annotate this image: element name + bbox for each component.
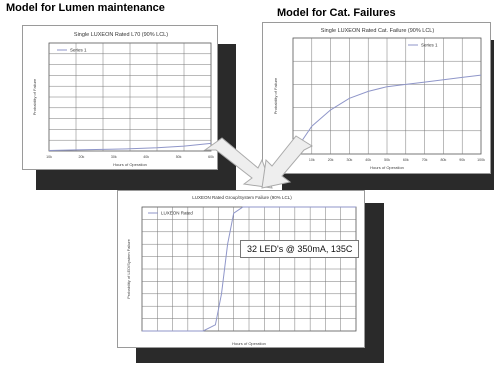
series-line <box>48 142 212 151</box>
series-line <box>292 74 482 155</box>
chart-title: LUXEON Rated Group/System Failure (90% L… <box>192 195 292 200</box>
x-tick-label: 40k <box>143 155 149 159</box>
chart-title: Single LUXEON Rated Cat. Failure (90% LC… <box>321 28 435 34</box>
x-tick-label: 30k <box>347 158 353 162</box>
x-tick-label: 80k <box>441 158 447 162</box>
x-tick-label: 10k <box>46 155 52 159</box>
x-tick-label: 30k <box>111 155 117 159</box>
failures-heading: Model for Cat. Failures <box>277 7 396 19</box>
x-tick-label: 60k <box>208 155 214 159</box>
x-axis-label: Hours of Operation <box>232 341 266 346</box>
x-tick-label: 20k <box>79 155 85 159</box>
lumen-chart: Single LUXEON Rated L70 (90% LCL) 10k 20k 3… <box>32 32 214 167</box>
x-tick-label: 50k <box>384 158 390 162</box>
x-tick-label: 70k <box>422 158 428 162</box>
lumen-chart-panel: Single LUXEON Rated L70 (90% LCL) 10k 20k 3… <box>22 25 218 170</box>
system-chart-annotation: 32 LED's @ 350mA, 135C <box>240 240 360 258</box>
series-line <box>142 206 356 332</box>
x-axis-label: Hours of Operation <box>370 165 404 170</box>
legend-label: Series 1 <box>421 43 438 48</box>
y-axis-label: Probability of LED/System Failure <box>126 238 131 299</box>
x-tick-label: 10k <box>309 158 315 162</box>
x-tick-label: 20k <box>328 158 334 162</box>
chart-title: Single LUXEON Rated L70 (90% LCL) <box>74 32 168 38</box>
system-chart-panel: LUXEON Rated Group/System Failure (90% L… <box>117 190 365 348</box>
legend-label: Series 1 <box>70 48 87 53</box>
lumen-heading: Model for Lumen maintenance <box>6 2 165 14</box>
y-axis-label: Probability of Failure <box>273 77 278 114</box>
x-tick-label: 90k <box>459 158 465 162</box>
x-tick-label: 0k <box>291 158 295 162</box>
x-tick-label: 60k <box>403 158 409 162</box>
x-tick-label: 50k <box>176 155 182 159</box>
x-axis-label: Hours of Operation <box>113 162 147 167</box>
failures-chart: Single LUXEON Rated Cat. Failure (90% LC… <box>273 28 485 170</box>
legend-label: LUXEON Rated <box>161 211 193 216</box>
x-tick-label: 40k <box>365 158 371 162</box>
system-chart: LUXEON Rated Group/System Failure (90% L… <box>126 195 357 346</box>
failures-chart-panel: Single LUXEON Rated Cat. Failure (90% LC… <box>262 22 491 174</box>
y-axis-label: Probability of Failure <box>32 78 37 115</box>
x-tick-label: 100k <box>477 158 485 162</box>
